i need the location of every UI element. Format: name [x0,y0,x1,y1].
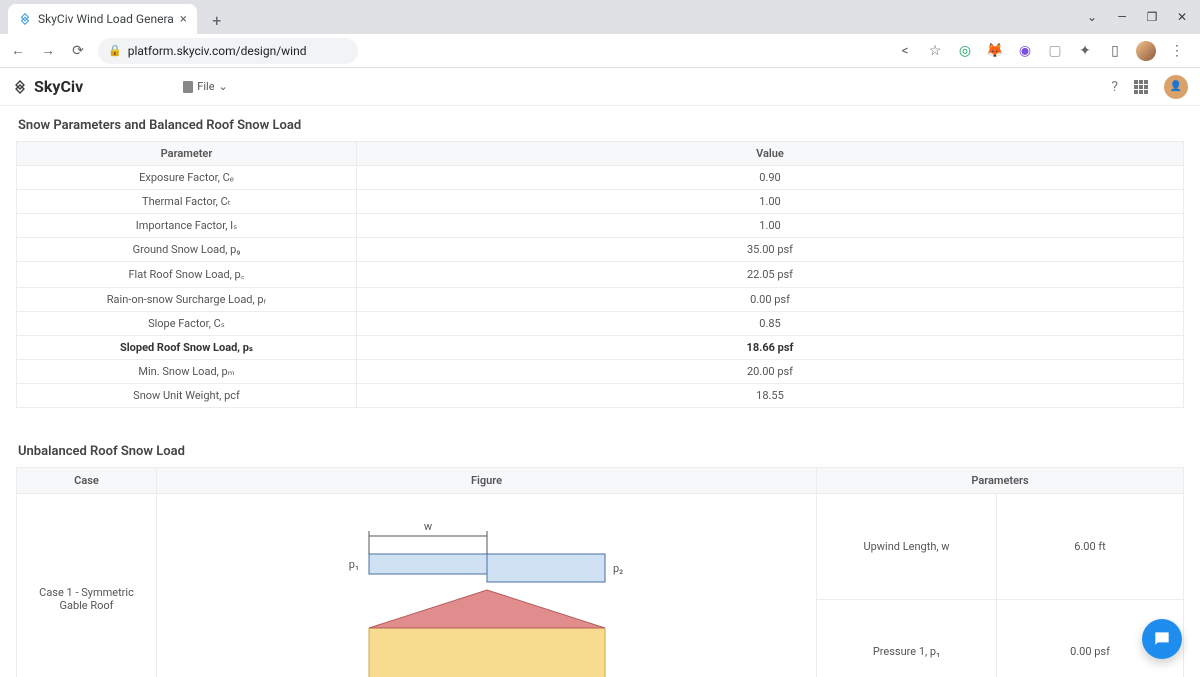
url-text: platform.skyciv.com/design/wind [128,44,307,58]
tab-close-icon[interactable]: × [180,12,187,27]
roof-snow-figure: w p₁ p₂ [157,494,816,677]
table-row: Thermal Factor, Cₜ1.00 [17,190,1184,214]
help-icon[interactable]: ? [1111,79,1118,95]
extensions-icon[interactable]: ✦ [1076,42,1094,60]
ext-firefox-icon[interactable]: 🦊 [986,42,1004,60]
profile-avatar[interactable] [1136,41,1156,61]
nav-forward-icon[interactable]: → [38,42,58,59]
page-content: Snow Parameters and Balanced Roof Snow L… [0,106,1200,677]
apps-grid-icon[interactable] [1134,80,1148,94]
nav-back-icon[interactable]: ← [8,42,28,59]
lock-icon: 🔒 [108,44,122,57]
case-label: Case 1 - Symmetric Gable Roof [17,494,157,677]
window-controls: ⌄ — ❐ ✕ [1078,6,1200,34]
window-close-icon[interactable]: ✕ [1168,6,1196,28]
app-header: SkyCiv File ⌄ ? 👤 [0,68,1200,106]
param-cell: Thermal Factor, Cₜ [17,190,357,214]
value-cell: 18.66 psf [357,336,1184,360]
param1-value: 6.00 ft [997,494,1184,600]
value-cell: 20.00 psf [357,360,1184,384]
kebab-menu-icon[interactable]: ⋮ [1168,42,1186,60]
window-dropdown-icon[interactable]: ⌄ [1078,6,1106,28]
table-row: Min. Snow Load, pₘ20.00 psf [17,360,1184,384]
th-value: Value [357,142,1184,166]
ext-gray-icon[interactable]: ▢ [1046,42,1064,60]
panel-icon[interactable]: ▯ [1106,42,1124,60]
value-cell: 22.05 psf [357,262,1184,288]
skyciv-logo-icon [12,79,28,95]
value-cell: 0.90 [357,166,1184,190]
user-avatar[interactable]: 👤 [1164,75,1188,99]
brand[interactable]: SkyCiv [12,77,83,96]
param-cell: Min. Snow Load, pₘ [17,360,357,384]
chevron-down-icon: ⌄ [219,80,228,93]
url-bar[interactable]: 🔒 platform.skyciv.com/design/wind [98,38,358,64]
table-row: Exposure Factor, Cₑ0.90 [17,166,1184,190]
section1-title: Snow Parameters and Balanced Roof Snow L… [18,118,1184,133]
bookmark-icon[interactable]: ☆ [926,42,944,60]
param-cell: Exposure Factor, Cₑ [17,166,357,190]
chat-icon [1152,629,1172,649]
file-menu-label: File [197,80,214,93]
ext-purple-icon[interactable]: ◉ [1016,42,1034,60]
param-cell: Slope Factor, Cₛ [17,312,357,336]
svg-text:w: w [424,520,433,533]
param-cell: Rain-on-snow Surcharge Load, pᵣ [17,288,357,312]
th-figure: Figure [157,468,817,494]
skyciv-favicon [18,12,32,26]
value-cell: 0.00 psf [357,288,1184,312]
file-menu[interactable]: File ⌄ [183,80,227,93]
table-row: Importance Factor, Iₛ1.00 [17,214,1184,238]
window-minimize-icon[interactable]: — [1108,6,1136,28]
svg-text:p₁: p₁ [349,558,359,571]
value-cell: 1.00 [357,214,1184,238]
value-cell: 35.00 psf [357,238,1184,262]
file-icon [183,81,193,93]
th-parameters: Parameters [817,468,1184,494]
section2-title: Unbalanced Roof Snow Load [18,444,1184,459]
value-cell: 0.85 [357,312,1184,336]
browser-tab-title: SkyCiv Wind Load Genera [38,12,174,26]
param2-name: Pressure 1, p₁ [817,599,997,677]
snow-params-table: Parameter Value Exposure Factor, Cₑ0.90T… [16,141,1184,408]
table-row: Ground Snow Load, p₉35.00 psf [17,238,1184,262]
param-cell: Sloped Roof Snow Load, pₛ [17,336,357,360]
table-row: Slope Factor, Cₛ0.85 [17,312,1184,336]
param-cell: Importance Factor, Iₛ [17,214,357,238]
ext-green-icon[interactable]: ◎ [956,42,974,60]
table-row: Rain-on-snow Surcharge Load, pᵣ0.00 psf [17,288,1184,312]
table-row: Snow Unit Weight, pcf18.55 [17,384,1184,408]
table-row: Flat Roof Snow Load, p꜀22.05 psf [17,262,1184,288]
brand-text: SkyCiv [34,77,83,96]
value-cell: 1.00 [357,190,1184,214]
th-parameter: Parameter [17,142,357,166]
value-cell: 18.55 [357,384,1184,408]
new-tab-button[interactable]: + [203,6,231,34]
th-case: Case [17,468,157,494]
nav-reload-icon[interactable]: ⟳ [68,43,88,59]
share-icon[interactable]: < [896,42,914,60]
svg-text:p₂: p₂ [613,562,623,575]
chat-launcher[interactable] [1142,619,1182,659]
browser-tab-strip: SkyCiv Wind Load Genera × + ⌄ — ❐ ✕ [0,0,1200,34]
browser-address-bar: ← → ⟳ 🔒 platform.skyciv.com/design/wind … [0,34,1200,68]
browser-tab-active[interactable]: SkyCiv Wind Load Genera × [8,4,197,34]
param-cell: Ground Snow Load, p₉ [17,238,357,262]
param-cell: Snow Unit Weight, pcf [17,384,357,408]
unbalanced-table: Case Figure Parameters Case 1 - Symmetri… [16,467,1184,677]
table-row: Sloped Roof Snow Load, pₛ18.66 psf [17,336,1184,360]
window-restore-icon[interactable]: ❐ [1138,6,1166,28]
param1-name: Upwind Length, w [817,494,997,600]
param-cell: Flat Roof Snow Load, p꜀ [17,262,357,288]
